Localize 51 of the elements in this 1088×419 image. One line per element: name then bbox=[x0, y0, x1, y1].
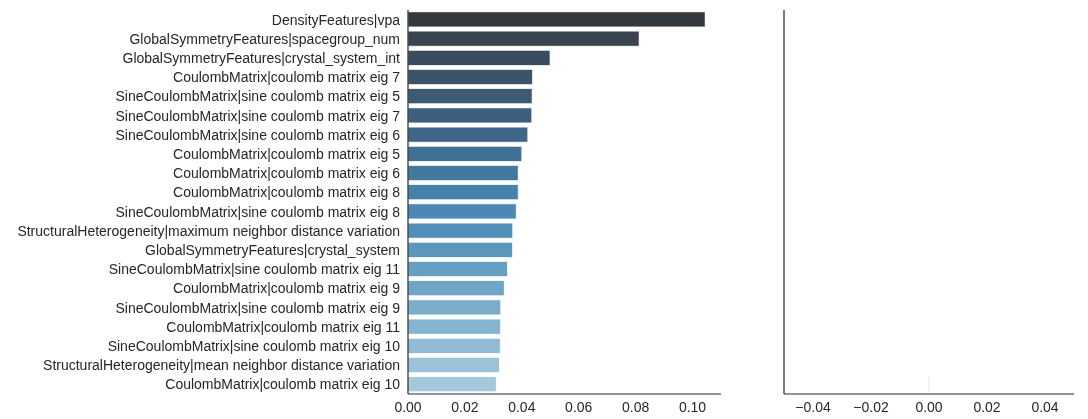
x-tick-label: 0.10 bbox=[678, 398, 707, 415]
y-tick-label: SineCoulombMatrix|sine coulomb matrix eig 8 bbox=[115, 203, 401, 220]
y-tick-label: SineCoulombMatrix|sine coulomb matrix eig 6 bbox=[115, 126, 401, 143]
bar bbox=[408, 184, 519, 201]
bar bbox=[408, 280, 505, 297]
y-tick-label: GlobalSymmetryFeatures|crystal_system bbox=[145, 241, 400, 258]
bar bbox=[408, 88, 533, 105]
bar bbox=[408, 126, 529, 143]
bar bbox=[408, 203, 517, 220]
bar bbox=[408, 165, 519, 181]
y-tick-label: CoulombMatrix|coulomb matrix eig 10 bbox=[165, 376, 401, 393]
y-tick-label: SineCoulombMatrix|sine coulomb matrix eig 11 bbox=[108, 261, 401, 278]
y-tick-label: GlobalSymmetryFeatures|crystal_system_int bbox=[122, 49, 401, 66]
bar bbox=[408, 357, 500, 373]
x-tick-label: 0.08 bbox=[622, 398, 650, 415]
x-tick-label: 0.00 bbox=[915, 398, 943, 415]
x-tick-label: 0.04 bbox=[508, 398, 536, 415]
y-tick-label: SineCoulombMatrix|sine coulomb matrix eig 10 bbox=[107, 337, 401, 354]
bar bbox=[408, 222, 514, 239]
bar bbox=[408, 30, 640, 47]
x-tick-label: 0.02 bbox=[451, 398, 479, 415]
x-tick-label: −0.02 bbox=[853, 398, 889, 415]
y-tick-label: StructuralHeterogeneity|mean neighbor distance variation bbox=[43, 357, 400, 374]
bar bbox=[408, 50, 551, 66]
bar bbox=[408, 69, 533, 85]
x-tick-label: 0.06 bbox=[565, 398, 593, 415]
y-tick-label: GlobalSymmetryFeatures|spacegroup_num bbox=[129, 30, 400, 47]
bar bbox=[408, 376, 497, 393]
y-tick-label: CoulombMatrix|coulomb matrix eig 8 bbox=[173, 184, 401, 201]
x-tick-label: −0.04 bbox=[795, 398, 831, 415]
y-tick-label: CoulombMatrix|coulomb matrix eig 11 bbox=[166, 318, 401, 335]
bar bbox=[408, 338, 501, 354]
bar bbox=[408, 11, 706, 28]
y-tick-label: SineCoulombMatrix|sine coulomb matrix eig 9 bbox=[115, 299, 401, 316]
y-tick-label: CoulombMatrix|coulomb matrix eig 7 bbox=[173, 69, 401, 86]
y-tick-label: DensityFeatures|vpa bbox=[271, 11, 401, 28]
bar bbox=[408, 299, 502, 316]
x-tick-label: 0.04 bbox=[1031, 398, 1059, 415]
x-tick-label: 0.00 bbox=[394, 398, 422, 415]
bar bbox=[408, 261, 508, 277]
y-tick-label: CoulombMatrix|coulomb matrix eig 5 bbox=[173, 145, 401, 162]
bar bbox=[408, 318, 501, 335]
x-tick-label: 0.02 bbox=[973, 398, 1001, 415]
y-tick-label: SineCoulombMatrix|sine coulomb matrix eig 7 bbox=[115, 107, 401, 124]
bar bbox=[408, 242, 513, 258]
bar bbox=[408, 107, 533, 124]
y-tick-label: SineCoulombMatrix|sine coulomb matrix eig 5 bbox=[115, 88, 401, 105]
y-tick-label: CoulombMatrix|coulomb matrix eig 6 bbox=[173, 165, 401, 182]
y-tick-label: StructuralHeterogeneity|maximum neighbor distance variation bbox=[17, 222, 400, 239]
y-tick-label: CoulombMatrix|coulomb matrix eig 9 bbox=[173, 280, 401, 297]
bar bbox=[408, 146, 523, 162]
